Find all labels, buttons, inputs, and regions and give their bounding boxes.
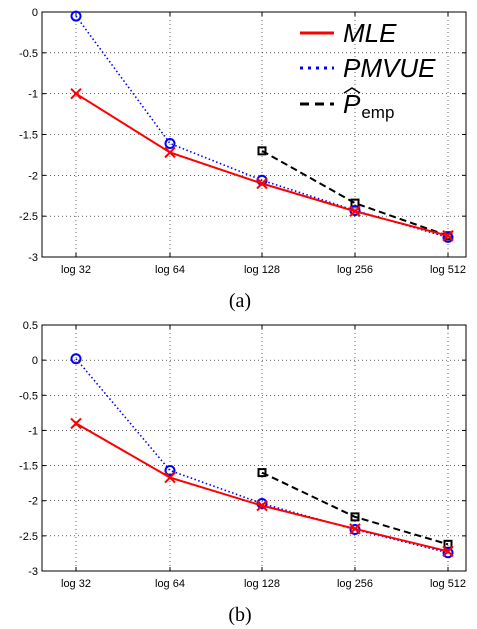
- x-tick-label: log 128: [244, 264, 280, 276]
- series-mle: [70, 417, 454, 558]
- y-tick-label: -3: [28, 252, 38, 264]
- data-point-pmvue: [70, 353, 82, 365]
- legend-label-text: PMVUE: [343, 53, 436, 83]
- legend-label-subscript: emp: [361, 103, 394, 122]
- y-tick-label: -1.5: [19, 130, 38, 142]
- legend-label-mle: MLE: [343, 18, 397, 48]
- caption-b: (b): [228, 604, 251, 626]
- x-tick-label: log 32: [61, 264, 91, 276]
- y-tick-label: 0: [32, 7, 38, 19]
- data-point-mle: [349, 523, 361, 535]
- series-line-p: [261, 149, 449, 237]
- y-tick-label: -1: [28, 89, 38, 101]
- caption-a: (a): [229, 290, 251, 312]
- y-tick-label: -0.5: [19, 48, 38, 60]
- data-point-pmvue: [442, 231, 454, 243]
- y-tick-label: -2: [28, 170, 38, 182]
- legend: MLE PMVUE Pemp: [300, 18, 436, 122]
- data-point-pmvue: [442, 547, 454, 559]
- legend-label-pmvue: PMVUE: [343, 53, 436, 83]
- data-point-mle: [70, 87, 82, 100]
- legend-hat-accent: [343, 87, 361, 94]
- data-point-pemp: [350, 512, 360, 522]
- x-tick-label: log 64: [155, 264, 185, 276]
- data-point-pmvue: [164, 464, 176, 476]
- y-tick-label: -3: [28, 566, 38, 578]
- data-point-mle: [70, 417, 82, 430]
- x-tick-label: log 128: [244, 578, 280, 590]
- legend-label-text: P: [343, 89, 361, 119]
- chart-panel-a: -3 -2.5 -2 -1.5 -1 -0.5 0 log 32 log 64 log 128 lo…: [19, 7, 467, 276]
- data-point-mle: [442, 545, 454, 558]
- y-tick-label: 0: [32, 355, 38, 367]
- data-point-mle: [256, 177, 268, 190]
- series-pmvue: [70, 10, 454, 243]
- y-tick-label: -2.5: [19, 531, 38, 543]
- legend-label-p: Pemp: [343, 89, 394, 122]
- data-point-pemp: [257, 468, 267, 478]
- x-tick-label: log 64: [155, 578, 185, 590]
- series-line-pmvue: [75, 15, 449, 239]
- data-point-mle: [349, 205, 361, 217]
- x-tick-label: log 32: [61, 578, 91, 590]
- y-tick-label: -2: [28, 496, 38, 508]
- x-tick-label: log 256: [337, 264, 373, 276]
- axes-frame: [41, 324, 467, 572]
- x-tick-label: log 512: [430, 264, 466, 276]
- data-point-pmvue: [70, 10, 82, 22]
- data-point-pmvue: [164, 137, 176, 149]
- data-point-mle: [442, 230, 454, 242]
- series-line-p: [261, 471, 449, 546]
- y-tick-label: -1: [28, 425, 38, 437]
- data-point-pemp: [257, 146, 267, 156]
- plot-area: [42, 325, 466, 571]
- data-point-mle: [256, 499, 268, 512]
- x-tick-label: log 512: [430, 578, 466, 590]
- y-tick-label: -2.5: [19, 211, 38, 223]
- data-point-mle: [164, 471, 176, 484]
- series-p: [257, 468, 453, 549]
- y-tick-label: -0.5: [19, 390, 38, 402]
- y-tick-label: -1.5: [19, 461, 38, 473]
- y-tick-label: 0.5: [23, 320, 38, 332]
- series-mle: [70, 87, 454, 242]
- x-tick-label: log 256: [337, 578, 373, 590]
- data-point-mle: [164, 146, 176, 159]
- chart-panel-b: -3 -2.5 -2 -1.5 -1 -0.5 0 0.5 log 32 log 64 log 12…: [19, 320, 467, 590]
- legend-label-text: MLE: [343, 18, 397, 48]
